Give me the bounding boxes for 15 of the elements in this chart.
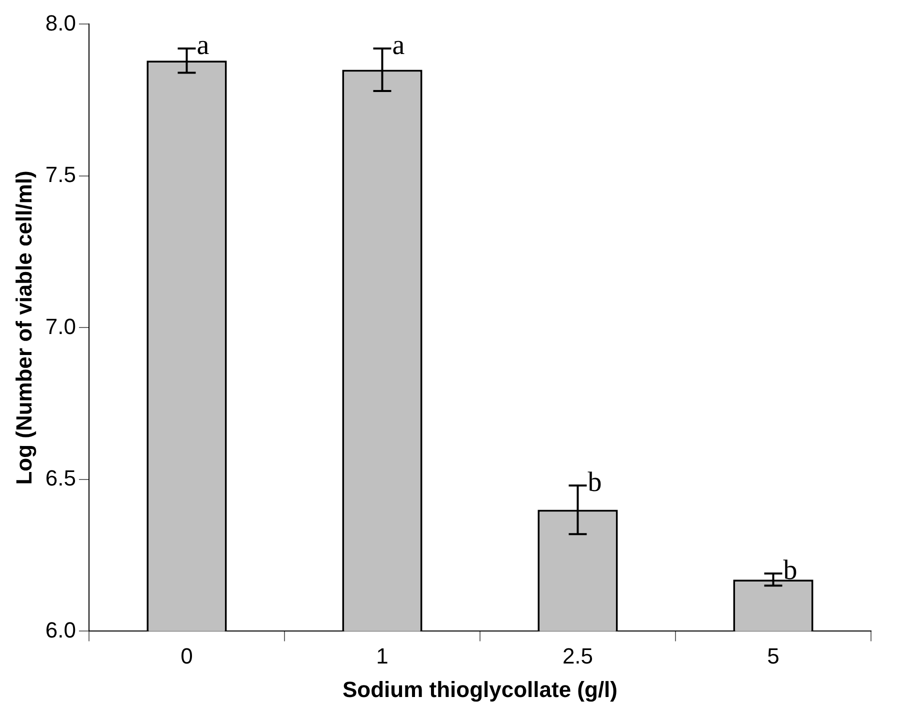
annotation: a [392,30,406,61]
annotation: b [588,466,602,498]
x-tick-label: 5 [767,643,780,668]
y-tick-label: 6.0 [45,617,76,642]
x-tick-label: 0 [180,643,193,668]
y-tick-label: 6.5 [45,466,76,491]
y-tick-label: 7.0 [45,314,76,339]
y-tick-label: 8.0 [45,10,76,36]
x-tick-label: 1 [376,643,388,668]
x-tick-label: 2.5 [562,643,594,668]
y-axis-title: Log (Number of viable cell/ml) [11,170,36,485]
annotation: a [196,30,210,61]
y-tick-label: 7.5 [45,162,76,188]
x-axis-title: Sodium thioglycollate (g/l) [342,676,618,702]
annotation: b [783,554,798,586]
